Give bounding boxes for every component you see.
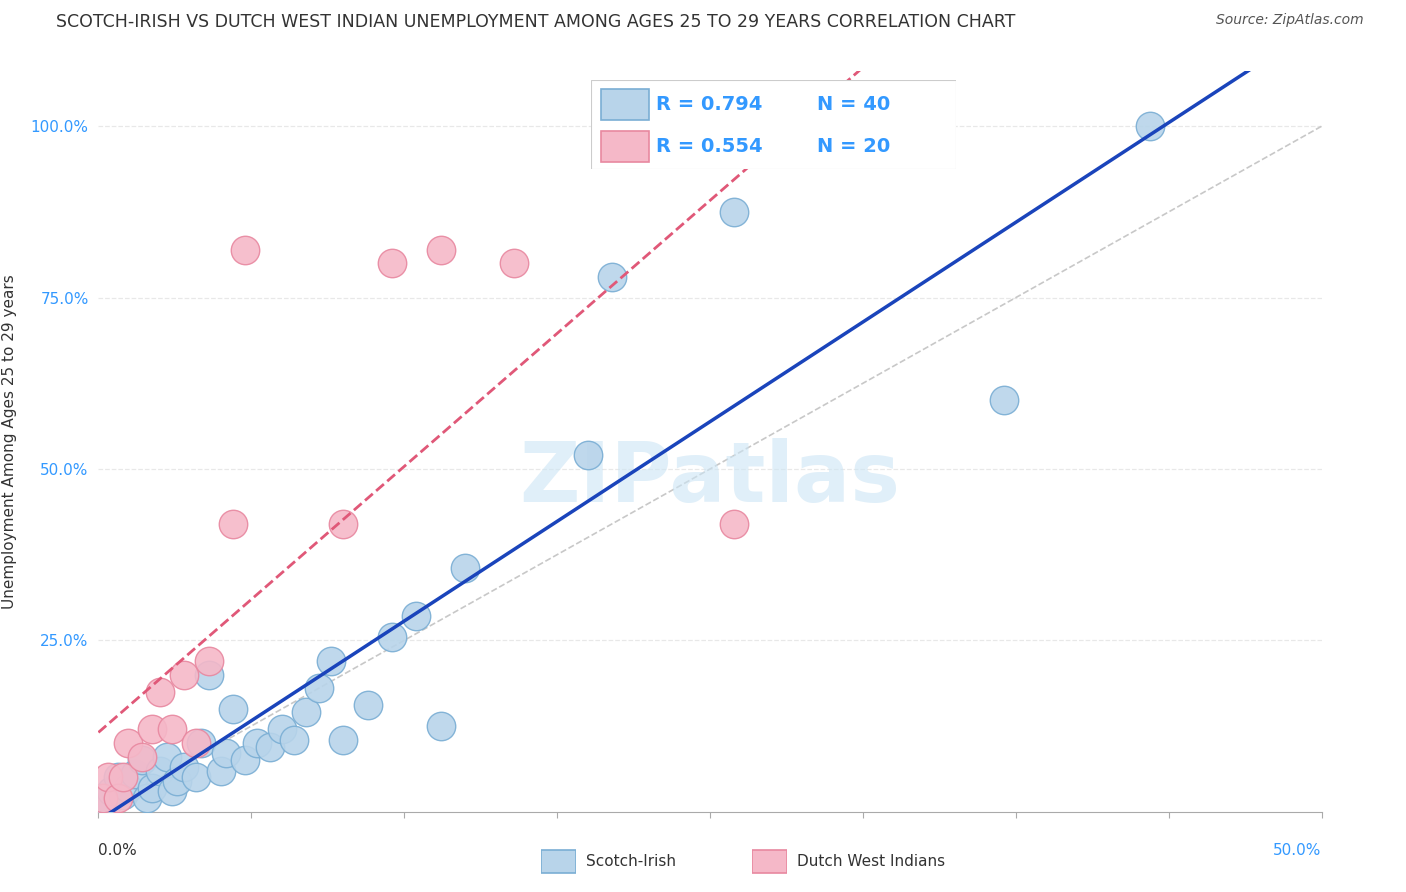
Point: [332, 516, 354, 531]
Point: [270, 723, 294, 737]
Text: ZIPatlas: ZIPatlas: [520, 438, 900, 519]
Point: [308, 681, 330, 696]
Point: [197, 667, 219, 681]
Point: [173, 760, 195, 774]
Point: [136, 791, 159, 805]
Point: [723, 205, 745, 219]
Point: [197, 654, 219, 668]
Point: [381, 630, 404, 644]
Point: [1139, 119, 1161, 133]
Point: [405, 609, 427, 624]
Point: [233, 753, 256, 767]
Text: R = 0.794: R = 0.794: [657, 95, 762, 114]
Point: [111, 771, 134, 785]
Text: N = 20: N = 20: [817, 137, 890, 156]
Text: Dutch West Indians: Dutch West Indians: [797, 855, 945, 869]
Point: [160, 723, 183, 737]
Point: [107, 791, 129, 805]
Bar: [752, 850, 787, 873]
Point: [209, 764, 232, 778]
Point: [283, 732, 305, 747]
Point: [430, 243, 453, 257]
Point: [723, 516, 745, 531]
Point: [111, 788, 134, 802]
Bar: [602, 89, 650, 120]
Point: [94, 797, 117, 812]
Point: [186, 736, 208, 750]
Point: [117, 736, 139, 750]
Point: [124, 767, 146, 781]
Point: [222, 702, 245, 716]
Point: [735, 140, 758, 154]
Point: [430, 719, 453, 733]
Point: [90, 791, 112, 805]
Point: [131, 750, 153, 764]
Point: [214, 747, 236, 761]
Point: [91, 791, 114, 805]
Point: [100, 784, 122, 798]
Point: [149, 764, 172, 778]
Bar: [541, 850, 576, 873]
Point: [356, 698, 378, 713]
Point: [166, 773, 188, 788]
Point: [246, 736, 269, 750]
Point: [503, 256, 526, 270]
Text: SCOTCH-IRISH VS DUTCH WEST INDIAN UNEMPLOYMENT AMONG AGES 25 TO 29 YEARS CORRELA: SCOTCH-IRISH VS DUTCH WEST INDIAN UNEMPL…: [56, 13, 1015, 31]
Point: [295, 706, 318, 720]
Bar: [602, 131, 650, 162]
Text: 50.0%: 50.0%: [1274, 843, 1322, 858]
Point: [332, 732, 354, 747]
Point: [173, 667, 195, 681]
Point: [141, 780, 163, 795]
Point: [993, 393, 1015, 408]
Point: [222, 516, 245, 531]
Point: [190, 736, 212, 750]
FancyBboxPatch shape: [591, 80, 956, 169]
Point: [156, 750, 179, 764]
Point: [160, 784, 183, 798]
Point: [149, 685, 172, 699]
Point: [117, 780, 139, 795]
Point: [576, 448, 599, 462]
Point: [233, 243, 256, 257]
Point: [381, 256, 404, 270]
Point: [319, 654, 342, 668]
Text: Scotch-Irish: Scotch-Irish: [586, 855, 676, 869]
Text: R = 0.554: R = 0.554: [657, 137, 763, 156]
Point: [97, 771, 120, 785]
Point: [107, 771, 129, 785]
Point: [186, 771, 208, 785]
Point: [454, 561, 477, 575]
Point: [131, 753, 153, 767]
Point: [141, 723, 163, 737]
Point: [259, 739, 281, 754]
Y-axis label: Unemployment Among Ages 25 to 29 years: Unemployment Among Ages 25 to 29 years: [1, 274, 17, 609]
Text: N = 40: N = 40: [817, 95, 890, 114]
Text: 0.0%: 0.0%: [98, 843, 138, 858]
Text: Source: ZipAtlas.com: Source: ZipAtlas.com: [1216, 13, 1364, 28]
Point: [600, 270, 623, 285]
